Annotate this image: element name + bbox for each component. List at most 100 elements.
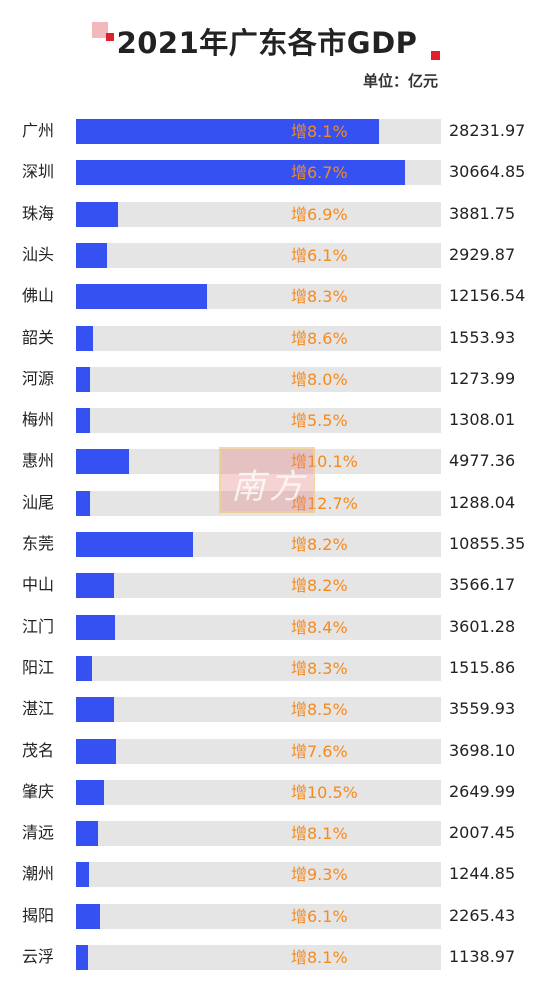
bar-row: 珠海 增6.9% 3881.75: [0, 200, 534, 228]
city-label: 江门: [22, 616, 55, 636]
bar-row: 阳江 增8.3% 1515.86: [0, 654, 534, 682]
gdp-bar: [76, 201, 118, 227]
growth-label: 增12.7%: [291, 493, 358, 513]
bar-row: 湛江 增8.5% 3559.93: [0, 695, 534, 723]
gdp-bar: [76, 945, 89, 970]
gdp-bar: [76, 284, 207, 310]
gdp-value-label: 1244.85: [449, 864, 516, 884]
bar-row: 江门 增8.4% 3601.28: [0, 613, 534, 641]
growth-label: 增8.2%: [291, 576, 348, 596]
growth-label: 增9.3%: [291, 865, 348, 885]
unit-label: 单位：亿元: [362, 72, 438, 90]
city-label: 河源: [22, 368, 55, 388]
gdp-value-label: 1273.99: [449, 368, 516, 388]
city-label: 阳江: [22, 657, 55, 677]
growth-label: 增5.5%: [291, 411, 348, 431]
bar-row: 惠州 增10.1% 4977.36: [0, 447, 534, 475]
bar-row: 河源 增8.0% 1273.99: [0, 365, 534, 393]
gdp-bar: [76, 738, 116, 764]
gdp-value-label: 1515.86: [449, 657, 516, 677]
bar-row: 佛山 增8.3% 12156.54: [0, 282, 534, 310]
gdp-value-label: 4977.36: [449, 451, 516, 471]
city-label: 广州: [22, 121, 55, 140]
gdp-value-label: 2649.99: [449, 781, 516, 801]
bar-track: 增10.5%: [76, 779, 441, 805]
growth-label: 增8.2%: [291, 535, 348, 554]
decor-square-light: [92, 22, 108, 38]
gdp-bar: [76, 779, 105, 805]
bar-row: 梅州 增5.5% 1308.01: [0, 406, 534, 434]
bar-row: 韶关 增8.6% 1553.93: [0, 324, 534, 352]
gdp-value-label: 3881.75: [449, 203, 516, 223]
gdp-bar: [76, 160, 406, 186]
growth-label: 增8.5%: [291, 700, 348, 720]
gdp-bar: [76, 119, 380, 144]
gdp-bar: [76, 366, 90, 392]
bar-track: 增8.1%: [76, 945, 441, 970]
bar-track: 增10.1%: [76, 449, 441, 475]
bar-track: 增7.6%: [76, 738, 441, 764]
gdp-bar: [76, 532, 193, 557]
bar-row: 茂名 增7.6% 3698.10: [0, 737, 534, 765]
bar-track: 增8.4%: [76, 614, 441, 640]
growth-label: 增8.4%: [291, 617, 348, 637]
gdp-value-label: 3601.28: [449, 616, 516, 636]
bar-row: 汕头 增6.1% 2929.87: [0, 241, 534, 269]
city-label: 深圳: [22, 162, 55, 182]
bar-track: 增8.5%: [76, 697, 441, 723]
city-label: 肇庆: [22, 781, 55, 801]
gdp-value-label: 28231.97: [449, 121, 526, 140]
bar-track: 增8.1%: [76, 119, 441, 144]
bar-row: 清远 增8.1% 2007.45: [0, 819, 534, 847]
city-label: 湛江: [22, 699, 55, 719]
gdp-bar: [76, 490, 90, 516]
city-label: 惠州: [22, 451, 55, 471]
gdp-bar: [76, 449, 130, 475]
gdp-bar: [76, 903, 101, 929]
bar-track: 增8.6%: [76, 325, 441, 351]
bar-row: 云浮 增8.1% 1138.97: [0, 943, 534, 971]
growth-label: 增8.0%: [291, 369, 348, 389]
growth-label: 增8.1%: [291, 824, 348, 844]
gdp-bar: [76, 242, 108, 268]
city-label: 茂名: [22, 740, 55, 760]
gdp-bar: [76, 325, 93, 351]
gdp-value-label: 3566.17: [449, 575, 516, 595]
bar-row: 肇庆 增10.5% 2649.99: [0, 778, 534, 806]
bar-row: 深圳 增6.7% 30664.85: [0, 158, 534, 186]
gdp-value-label: 2007.45: [449, 823, 516, 843]
bar-track: 增8.3%: [76, 284, 441, 310]
city-label: 珠海: [22, 203, 55, 223]
bar-row: 东莞 增8.2% 10855.35: [0, 530, 534, 558]
bar-row: 中山 增8.2% 3566.17: [0, 571, 534, 599]
city-label: 云浮: [22, 947, 55, 966]
city-label: 韶关: [22, 327, 55, 347]
gdp-value-label: 2265.43: [449, 905, 516, 925]
bar-track: 增8.1%: [76, 821, 441, 847]
growth-label: 增8.3%: [291, 658, 348, 678]
gdp-bar: [76, 573, 115, 599]
bar-row: 潮州 增9.3% 1244.85: [0, 860, 534, 888]
city-label: 梅州: [22, 410, 55, 430]
decor-square-right: [431, 51, 440, 60]
gdp-bar: [76, 821, 98, 847]
growth-label: 增6.7%: [291, 163, 348, 183]
bar-track: 增8.0%: [76, 366, 441, 392]
growth-label: 增8.1%: [291, 122, 348, 141]
bar-track: 增5.5%: [76, 408, 441, 434]
growth-label: 增8.3%: [291, 287, 348, 307]
city-label: 清远: [22, 823, 55, 843]
bar-track: 增8.3%: [76, 655, 441, 681]
growth-label: 增7.6%: [291, 741, 348, 761]
gdp-bar: [76, 697, 115, 723]
bar-track: 增9.3%: [76, 862, 441, 888]
gdp-value-label: 10855.35: [449, 534, 526, 553]
gdp-value-label: 30664.85: [449, 162, 526, 182]
bar-track: 增8.2%: [76, 573, 441, 599]
gdp-value-label: 1553.93: [449, 327, 516, 347]
growth-label: 增10.1%: [291, 452, 358, 472]
decor-square-dark: [106, 33, 114, 41]
gdp-value-label: 3698.10: [449, 740, 516, 760]
gdp-value-label: 1288.04: [449, 492, 516, 512]
growth-label: 增10.5%: [291, 782, 358, 802]
